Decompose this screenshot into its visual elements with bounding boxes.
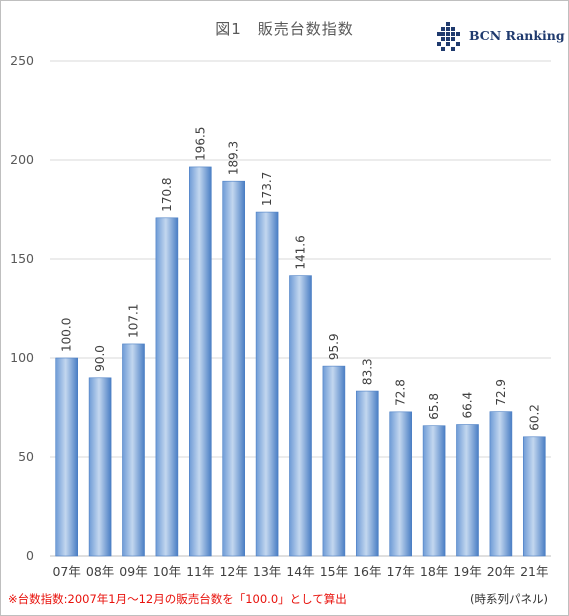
- bar: [456, 424, 479, 557]
- x-tick-label: 19年: [453, 564, 481, 579]
- logo-text: BCN Ranking: [469, 28, 565, 43]
- x-tick-label: 10年: [153, 564, 181, 579]
- data-label: 196.5: [193, 127, 207, 161]
- bar: [255, 211, 279, 557]
- y-tick-label: 50: [18, 449, 34, 464]
- data-label: 107.1: [127, 304, 141, 338]
- bars: [55, 166, 546, 557]
- y-tick-label: 100: [10, 350, 34, 365]
- x-tick-label: 18年: [420, 564, 448, 579]
- bar: [422, 425, 446, 557]
- y-axis: 0 50 100 150 200 250: [10, 53, 34, 563]
- x-tick-label: 15年: [320, 564, 348, 579]
- bar: [489, 411, 513, 557]
- chart-title: 図1 販売台数指数: [215, 20, 354, 38]
- data-label: 173.7: [260, 172, 274, 206]
- data-label: 95.9: [327, 333, 341, 360]
- data-label: 60.2: [527, 404, 541, 431]
- x-tick-label: 14年: [286, 564, 314, 579]
- bcn-ranking-logo: BCN Ranking: [437, 22, 565, 52]
- footnote: ※台数指数:2007年1月～12月の販売台数を「100.0」として算出: [8, 592, 347, 606]
- x-tick-label: 07年: [52, 564, 80, 579]
- data-label: 170.8: [160, 177, 174, 211]
- y-tick-label: 200: [10, 152, 34, 167]
- x-tick-label: 11年: [186, 564, 214, 579]
- data-label: 189.3: [227, 141, 241, 175]
- data-label: 66.4: [461, 392, 475, 419]
- bar: [355, 390, 379, 557]
- bar: [522, 436, 546, 557]
- y-tick-label: 150: [10, 251, 34, 266]
- bar: [88, 377, 112, 557]
- source-note: (時系列パネル): [470, 592, 548, 606]
- bar: [289, 275, 312, 557]
- bar: [55, 357, 79, 557]
- bcn-grid-logo-icon: [437, 22, 460, 51]
- data-label: 72.9: [494, 379, 508, 406]
- x-tick-label: 21年: [520, 564, 548, 579]
- data-label: 72.8: [394, 379, 408, 406]
- x-tick-label: 12年: [219, 564, 247, 579]
- data-label: 90.0: [93, 345, 107, 372]
- x-tick-label: 17年: [386, 564, 414, 579]
- data-labels: 100.0 90.0 107.1 170.8 196.5 189.3 173.7 141.6 9…: [60, 127, 542, 431]
- y-tick-label: 250: [10, 53, 34, 68]
- y-tick-label: 0: [26, 548, 34, 563]
- bar: [222, 180, 245, 557]
- x-tick-label: 13年: [253, 564, 281, 579]
- bar: [122, 343, 145, 557]
- x-axis: 07年 08年 09年 10年 11年 12年 13年 14年 15年 16年 17年 18年 19年 2…: [52, 564, 548, 579]
- bar: [322, 365, 346, 557]
- x-tick-label: 16年: [353, 564, 381, 579]
- x-tick-label: 20年: [487, 564, 515, 579]
- x-tick-label: 08年: [86, 564, 114, 579]
- data-label: 83.3: [360, 358, 374, 385]
- bar: [389, 411, 413, 557]
- data-label: 100.0: [60, 318, 74, 352]
- data-label: 141.6: [294, 235, 308, 269]
- x-tick-label: 09年: [119, 564, 147, 579]
- bar-chart: 0 50 100 150 200 250 100.0 90.0 107.1 170.8 196.5…: [10, 53, 551, 579]
- bar: [155, 217, 179, 557]
- data-label: 65.8: [427, 393, 441, 420]
- bar: [189, 166, 212, 557]
